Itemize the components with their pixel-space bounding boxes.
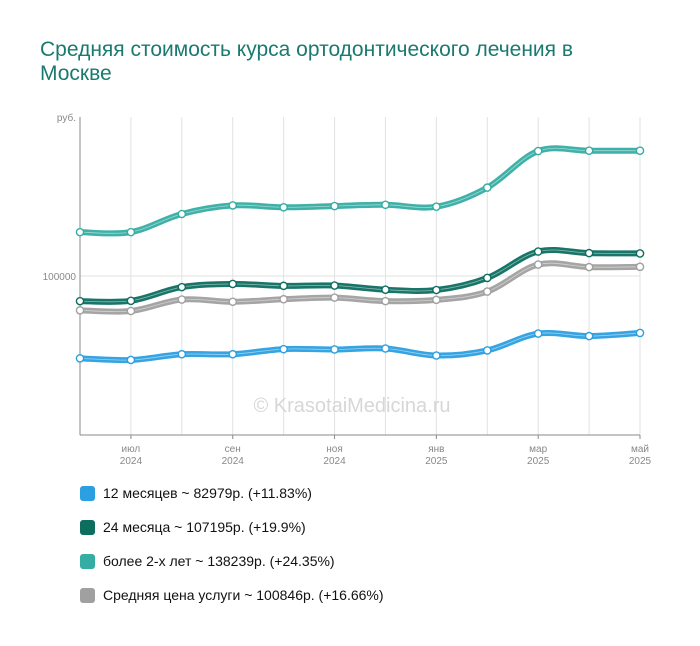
- data-point: [279, 294, 288, 304]
- data-point: [381, 344, 390, 353]
- data-point: [533, 260, 543, 269]
- chart-series: [75, 145, 645, 365]
- series-3: [75, 145, 645, 237]
- series-2: [75, 246, 645, 306]
- data-point: [177, 209, 187, 219]
- x-tick-label-year: 2024: [222, 456, 245, 467]
- data-point: [482, 273, 492, 283]
- series-line-highlight: [79, 262, 641, 313]
- legend-item-average-price[interactable]: Средняя цена услуги ~ 100846р. (+16.66%): [80, 586, 384, 604]
- x-tick-label-year: 2025: [629, 456, 652, 467]
- data-point: [584, 146, 594, 156]
- chart-grid: [79, 117, 641, 435]
- data-point: [228, 297, 238, 307]
- x-tick-label-month: янв: [428, 444, 444, 455]
- legend-label: Средняя цена услуги ~ 100846р. (+16.66%): [103, 587, 384, 603]
- data-point: [177, 282, 187, 292]
- data-point: [75, 306, 85, 315]
- data-point: [381, 296, 390, 306]
- series-line-highlight: [79, 147, 640, 234]
- legend-item-24-months[interactable]: 24 месяца ~ 107195р. (+19.9%): [80, 518, 384, 536]
- x-tick-label-month: мар: [529, 444, 547, 455]
- data-point: [75, 227, 85, 237]
- data-point: [432, 202, 441, 211]
- data-point: [279, 281, 288, 291]
- data-point: [432, 295, 441, 305]
- legend-swatch: [80, 519, 95, 535]
- legend-label: 12 месяцев ~ 82979р. (+11.83%): [103, 485, 312, 501]
- data-point: [584, 262, 594, 272]
- data-point: [381, 285, 390, 294]
- data-point: [635, 262, 645, 272]
- legend-swatch: [80, 485, 95, 501]
- data-point: [635, 328, 645, 338]
- x-tick-label-month: ноя: [326, 444, 343, 455]
- legend-label: 24 месяца ~ 107195р. (+19.9%): [103, 519, 306, 535]
- legend-swatch: [80, 553, 95, 569]
- legend-swatch: [80, 587, 95, 603]
- x-tick-label-month: июл: [122, 444, 141, 455]
- x-tick-label-month: сен: [225, 444, 241, 455]
- legend-item-over-2-years[interactable]: более 2-х лет ~ 138239р. (+24.35%): [80, 552, 384, 570]
- data-point: [228, 349, 238, 359]
- x-tick-label-year: 2025: [425, 456, 448, 467]
- y-axis-label: руб.: [57, 112, 76, 124]
- data-point: [126, 306, 136, 316]
- x-tick-label-year: 2024: [323, 456, 346, 467]
- data-point: [482, 287, 492, 296]
- data-point: [635, 146, 645, 156]
- data-point: [228, 201, 238, 210]
- data-point: [177, 349, 187, 359]
- data-point: [432, 285, 441, 295]
- series-1: [75, 328, 645, 365]
- line-chart: © KrasotaiMedicina.ru руб.100000июл2024с…: [43, 112, 652, 467]
- data-point: [330, 345, 339, 354]
- data-point: [75, 296, 85, 306]
- data-point: [126, 355, 136, 365]
- data-point: [177, 295, 187, 304]
- chart-legend: 12 месяцев ~ 82979р. (+11.83%) 24 месяца…: [80, 484, 384, 620]
- data-point: [482, 183, 492, 192]
- legend-label: более 2-х лет ~ 138239р. (+24.35%): [103, 553, 335, 569]
- chart-axes: руб.100000июл2024сен2024ноя2024янв2025ма…: [43, 112, 652, 467]
- data-point: [381, 200, 390, 210]
- data-point: [330, 281, 339, 290]
- chart-title: Средняя стоимость курса ортодонтического…: [40, 38, 574, 85]
- data-point: [432, 351, 441, 360]
- data-point: [330, 201, 339, 211]
- series-line-highlight: [79, 249, 641, 303]
- data-point: [126, 296, 136, 306]
- data-point: [75, 354, 85, 363]
- data-point: [126, 227, 136, 237]
- y-tick-label: 100000: [43, 272, 77, 283]
- series-4: [75, 260, 645, 316]
- watermark: © KrasotaiMedicina.ru: [253, 395, 450, 417]
- x-tick-label-year: 2025: [527, 456, 550, 467]
- data-point: [533, 146, 543, 156]
- data-point: [279, 344, 288, 354]
- data-point: [279, 203, 288, 212]
- data-point: [584, 248, 594, 258]
- x-tick-label-month: май: [631, 444, 649, 455]
- legend-item-12-months[interactable]: 12 месяцев ~ 82979р. (+11.83%): [80, 484, 384, 502]
- x-tick-label-year: 2024: [120, 456, 143, 467]
- data-point: [482, 346, 492, 355]
- data-point: [533, 247, 543, 256]
- data-point: [330, 293, 339, 302]
- data-point: [228, 279, 238, 289]
- data-point: [584, 331, 594, 341]
- data-point: [635, 249, 645, 258]
- data-point: [533, 329, 543, 338]
